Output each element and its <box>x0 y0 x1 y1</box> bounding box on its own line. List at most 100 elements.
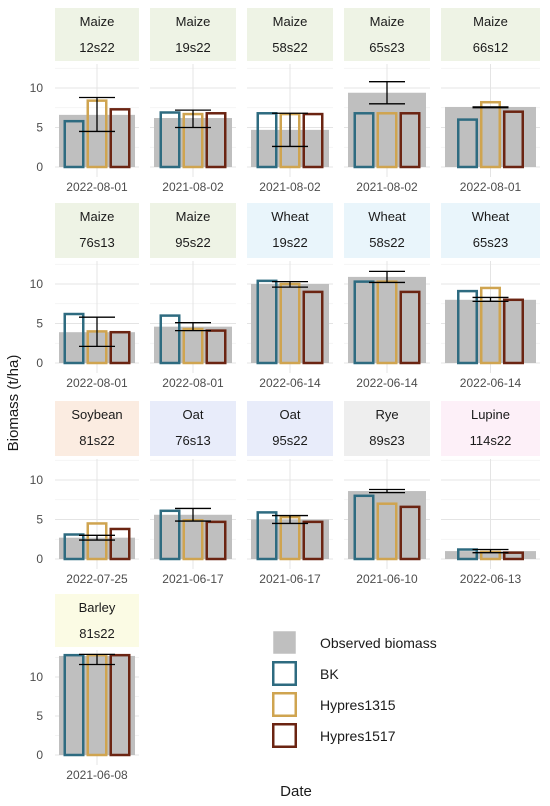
error-bar <box>369 488 405 494</box>
x-tick-label: 2021-08-02 <box>356 180 418 194</box>
facet-crop-label: Oat <box>280 407 301 422</box>
simulated-bar-hypres1517 <box>503 298 524 365</box>
y-tick-label: 10 <box>30 473 44 487</box>
facet-strip <box>344 401 430 456</box>
facet-panel: Rye 89s23 2021-06-10 <box>344 401 430 586</box>
facet-strip <box>247 203 333 258</box>
x-axis-title: Date <box>280 783 312 800</box>
x-tick-label: 2022-08-01 <box>66 180 128 194</box>
error-bar <box>272 280 308 288</box>
simulated-bar-bk <box>457 548 478 561</box>
observed-bar <box>59 655 135 755</box>
simulated-bar-bk <box>353 280 375 365</box>
error-bar <box>79 653 115 666</box>
x-tick-label: 2022-06-14 <box>460 376 522 390</box>
error-bar <box>272 514 308 525</box>
simulated-bar-bk <box>159 111 181 169</box>
x-tick-label: 2021-08-02 <box>162 180 224 194</box>
facet-strip <box>150 8 236 61</box>
facet-panel: Wheat 19s22 2022-06-14 <box>247 203 333 390</box>
error-bar <box>472 548 509 554</box>
facet-panel: Maize 66s12 2022-08-01 <box>441 8 540 194</box>
simulated-bar-hypres1517 <box>302 290 324 365</box>
y-axis-title: Biomass (t/ha) <box>5 355 22 452</box>
facet-strip <box>150 401 236 456</box>
facet-site-label: 95s22 <box>272 433 307 448</box>
facet-site-label: 76s13 <box>79 235 114 250</box>
facet-strip <box>441 401 540 456</box>
simulated-bar-hypres1517 <box>109 108 131 169</box>
facet-panel: Wheat 65s23 2022-06-14 <box>441 203 540 390</box>
facet-strip <box>150 203 236 258</box>
facet-site-label: 65s23 <box>473 235 508 250</box>
simulated-bar-bk <box>159 314 181 365</box>
facet-strip <box>247 8 333 61</box>
observed-bar <box>348 92 426 167</box>
error-bar <box>175 322 211 332</box>
x-tick-label: 2022-08-01 <box>460 180 522 194</box>
error-bar <box>79 534 115 541</box>
simulated-bar-bk <box>63 533 85 561</box>
facet-strip <box>247 401 333 456</box>
facet-panel: Lupine 114s22 2022-06-13 <box>441 401 540 586</box>
facet-crop-label: Wheat <box>271 209 309 224</box>
facet-crop-label: Maize <box>473 14 508 29</box>
facet-crop-label: Maize <box>80 209 115 224</box>
observed-bar <box>251 284 329 363</box>
observed-bar <box>348 491 426 559</box>
facet-site-label: 58s22 <box>369 235 404 250</box>
facet-panel: Barley 81s22 2021-06-08 0 5 10 <box>30 594 139 782</box>
facet-panels: Maize 12s22 2022-08-01 0 5 10 Maize 19s22 2021-0… <box>30 8 540 782</box>
error-bar <box>79 96 115 133</box>
legend-swatch-bk <box>272 661 297 686</box>
simulated-bar-hypres1517 <box>399 290 421 365</box>
x-tick-label: 2021-06-17 <box>259 572 321 586</box>
observed-bar <box>445 106 536 167</box>
facet-panel: Maize 65s23 2021-08-02 <box>344 8 430 194</box>
facet-site-label: 114s22 <box>470 433 512 448</box>
facet-crop-label: Maize <box>273 14 308 29</box>
x-tick-label: 2022-07-25 <box>66 572 128 586</box>
x-tick-label: 2022-06-14 <box>356 376 418 390</box>
facet-site-label: 76s13 <box>175 433 210 448</box>
y-tick-label: 5 <box>36 317 43 331</box>
simulated-bar-bk <box>457 118 478 169</box>
simulated-bar-hypres1517 <box>109 653 131 757</box>
facet-site-label: 19s22 <box>175 40 210 55</box>
facet-panel: Maize 76s13 2022-08-01 0 5 10 <box>30 203 139 390</box>
y-tick-label: 5 <box>36 513 43 527</box>
error-bar <box>79 316 115 348</box>
simulated-bar-hypres1517 <box>503 551 524 561</box>
facet-crop-label: Maize <box>176 14 211 29</box>
x-tick-label: 2022-08-01 <box>162 376 224 390</box>
observed-bar <box>348 276 426 363</box>
facet-strip <box>55 401 139 456</box>
x-tick-label: 2021-06-08 <box>66 768 128 782</box>
facet-site-label: 19s22 <box>272 235 307 250</box>
facet-panel: Oat 76s13 2021-06-17 <box>150 401 236 586</box>
simulated-bar-hypres1315 <box>376 112 398 169</box>
facet-panel: Oat 95s22 2021-06-17 <box>247 401 333 586</box>
facet-panel: Maize 58s22 2021-08-02 <box>247 8 333 194</box>
simulated-bar-bk <box>63 312 85 365</box>
legend-label-bk: BK <box>320 666 339 682</box>
facet-panel: Soybean 81s22 2022-07-25 0 5 10 <box>30 401 139 586</box>
x-tick-label: 2022-06-13 <box>460 572 522 586</box>
facet-strip <box>55 203 139 258</box>
facet-site-label: 66s12 <box>473 40 508 55</box>
facet-strip <box>344 8 430 61</box>
simulated-bar-hypres1517 <box>205 112 227 169</box>
legend-swatch-hypres1315 <box>272 692 297 717</box>
simulated-bar-hypres1517 <box>399 505 421 561</box>
facet-panel: Maize 12s22 2022-08-01 0 5 10 <box>30 8 139 194</box>
x-tick-label: 2022-06-14 <box>259 376 321 390</box>
simulated-bar-bk <box>63 119 85 169</box>
error-bar <box>369 270 405 284</box>
simulated-bar-hypres1315 <box>480 100 501 169</box>
y-tick-label: 0 <box>36 356 43 370</box>
x-tick-label: 2021-08-02 <box>259 180 321 194</box>
facet-site-label: 95s22 <box>175 235 210 250</box>
x-tick-label: 2022-08-01 <box>66 376 128 390</box>
facet-site-label: 81s22 <box>79 626 114 641</box>
